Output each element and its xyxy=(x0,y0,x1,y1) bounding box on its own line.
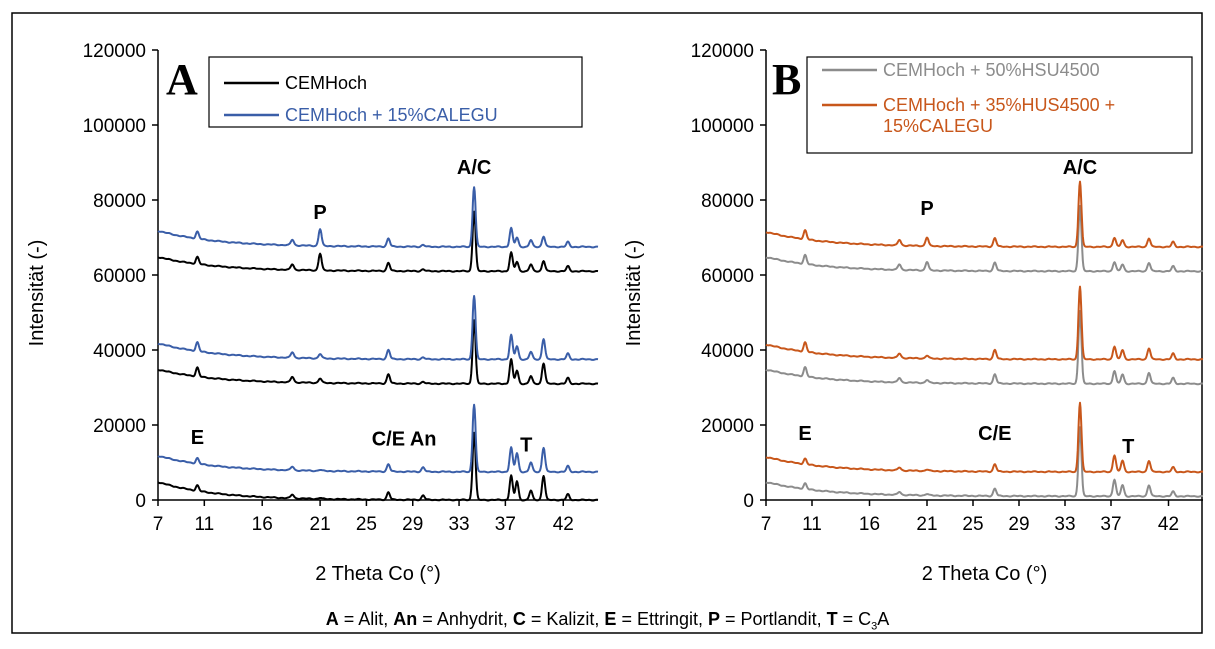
x-tick-label: 37 xyxy=(495,514,516,535)
footer-item: T = C3A xyxy=(826,609,890,633)
legend-entry: CEMHoch xyxy=(285,73,367,93)
diffractogram-line xyxy=(157,210,599,273)
x-tick-label: 11 xyxy=(194,514,214,535)
footer-item: A = Alit xyxy=(325,609,384,629)
footer-item: An = Anhydrit xyxy=(393,609,503,629)
diffractogram-line xyxy=(765,285,1204,361)
peak-annotation: A/C xyxy=(457,157,491,179)
peak-annotation: T xyxy=(520,434,532,456)
y-tick-label: 20000 xyxy=(93,416,146,437)
legend: CEMHoch CEMHoch + 15%CALEGU xyxy=(208,56,583,128)
x-tick-label: 33 xyxy=(448,514,469,535)
peak-annotation: T xyxy=(1122,436,1134,458)
peak-annotation: E xyxy=(798,423,811,445)
y-tick-label: 120000 xyxy=(83,41,146,62)
diffractogram-line xyxy=(157,403,599,474)
y-tick-label: 60000 xyxy=(701,266,754,287)
x-tick-label: 21 xyxy=(916,514,937,535)
y-tick-label: 40000 xyxy=(93,341,146,362)
peak-annotation: P xyxy=(920,198,933,220)
diffractogram-line xyxy=(765,310,1204,386)
x-tick-label: 25 xyxy=(962,514,983,535)
x-tick-label: 16 xyxy=(252,514,273,535)
x-tick-label: 42 xyxy=(553,514,574,535)
x-tick-label: 29 xyxy=(1008,514,1029,535)
x-tick-label: 7 xyxy=(761,514,772,535)
y-tick-label: 20000 xyxy=(701,416,754,437)
peak-annotation: C/E xyxy=(372,429,405,451)
y-axis-label: Intensität (-) xyxy=(623,240,645,347)
y-tick-label: 120000 xyxy=(691,41,754,62)
peak-annotation: P xyxy=(313,202,326,224)
peak-annotation: An xyxy=(410,429,437,451)
chart-panel-a: 0 20000 40000 60000 80000 100000 120000 7 11 16 21… xyxy=(26,41,599,585)
diffractogram-line xyxy=(765,205,1204,273)
x-tick-label: 42 xyxy=(1158,514,1179,535)
legend-entry: CEMHoch + 35%HUS4500 +15%CALEGU xyxy=(883,95,1115,136)
y-tick-label: 40000 xyxy=(701,341,754,362)
x-tick-label: 16 xyxy=(859,514,880,535)
x-tick-label: 25 xyxy=(356,514,377,535)
legend-entry-line: 15%CALEGU xyxy=(883,116,993,136)
diffractogram-line xyxy=(157,319,599,386)
peak-annotation: C/E xyxy=(978,423,1011,445)
x-tick-label: 29 xyxy=(402,514,423,535)
y-tick-label: 80000 xyxy=(93,191,146,212)
y-tick-label: 100000 xyxy=(83,116,146,137)
x-tick-label: 21 xyxy=(310,514,331,535)
y-tick-label: 80000 xyxy=(701,191,754,212)
mineral-legend-footer: A = Alit, An = Anhydrit, C = Kalizit, E … xyxy=(325,609,890,633)
diffractogram-line xyxy=(157,431,599,502)
y-tick-label: 60000 xyxy=(93,266,146,287)
footer-item: C = Kalizit xyxy=(512,609,595,629)
x-axis-label: 2 Theta Co (°) xyxy=(315,563,440,585)
diffractogram-line xyxy=(157,295,599,361)
x-tick-label: 7 xyxy=(153,514,164,535)
chart-panel-b: 0 20000 40000 60000 80000 100000 120000 7 11 16 21… xyxy=(623,41,1204,585)
peak-annotation: E xyxy=(191,427,204,449)
peak-annotation: A/C xyxy=(1063,157,1097,179)
diffractogram-line xyxy=(765,180,1204,249)
legend-entry: CEMHoch + 50%HSU4500 xyxy=(883,60,1100,80)
diffractogram-line xyxy=(765,401,1204,474)
legend: CEMHoch + 50%HSU4500 CEMHoch + 35%HUS4500… xyxy=(806,56,1193,154)
x-axis-label: 2 Theta Co (°) xyxy=(922,563,1047,585)
footer-item: E = Ettringit xyxy=(604,609,698,629)
footer-item: P = Portlandit xyxy=(708,609,817,629)
x-tick-label: 37 xyxy=(1100,514,1121,535)
y-tick-label: 0 xyxy=(743,491,754,512)
legend-entry: CEMHoch + 15%CALEGU xyxy=(285,105,498,125)
outer-frame xyxy=(11,12,1203,634)
panel-letter: A xyxy=(166,55,198,104)
y-tick-label: 0 xyxy=(135,491,146,512)
diffractogram-line xyxy=(765,426,1204,498)
x-tick-label: 11 xyxy=(802,514,822,535)
legend-entry-line: CEMHoch + 35%HUS4500 + xyxy=(883,95,1115,115)
y-axis-label: Intensität (-) xyxy=(26,240,48,347)
diffractogram-line xyxy=(157,186,599,249)
x-tick-label: 33 xyxy=(1054,514,1075,535)
panel-letter: B xyxy=(772,55,801,104)
y-tick-label: 100000 xyxy=(691,116,754,137)
